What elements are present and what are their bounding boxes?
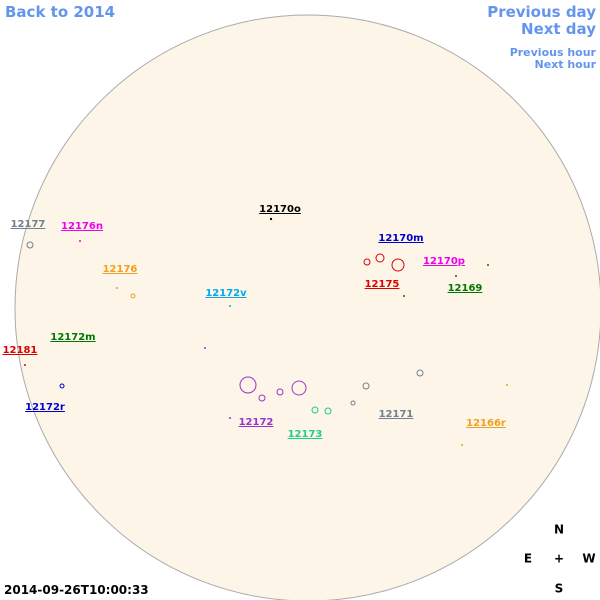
timestamp: 2014-09-26T10:00:33 xyxy=(4,583,149,597)
region-label: 12166r xyxy=(466,418,506,429)
previous-hour-link[interactable]: Previous hour xyxy=(510,46,597,59)
region-label: 12173 xyxy=(288,429,323,440)
next-hour-link[interactable]: Next hour xyxy=(535,58,597,71)
region-label: 12170o xyxy=(259,204,301,215)
region-label: 12171 xyxy=(379,409,414,420)
region-labels: 12177 12176n 12176 12170o 12170m 12175 12170p 1… xyxy=(3,204,506,440)
region-label: 12172r xyxy=(25,402,65,413)
region-label: 12181 xyxy=(3,345,38,356)
compass-east: E xyxy=(524,552,532,566)
compass-center: + xyxy=(554,552,564,566)
compass-north: N xyxy=(554,523,564,537)
previous-day-link[interactable]: Previous day xyxy=(487,3,596,21)
back-link[interactable]: Back to 2014 xyxy=(5,3,115,21)
region-label: 12170m xyxy=(378,233,423,244)
region-label: 12169 xyxy=(448,283,483,294)
region-label: 12177 xyxy=(11,219,46,230)
region-label: 12172v xyxy=(205,288,247,299)
region-label: 12175 xyxy=(365,279,400,290)
region-label: 12176 xyxy=(103,264,138,275)
region-label: 12172 xyxy=(239,417,274,428)
region-label: 12172m xyxy=(50,332,95,343)
region-label: 12176n xyxy=(61,221,103,232)
region-label: 12170p xyxy=(423,256,465,267)
next-day-link[interactable]: Next day xyxy=(521,20,596,38)
solar-disk xyxy=(14,14,600,600)
sunspots xyxy=(24,217,508,446)
compass-south: S xyxy=(555,582,564,596)
compass-west: W xyxy=(582,552,595,566)
